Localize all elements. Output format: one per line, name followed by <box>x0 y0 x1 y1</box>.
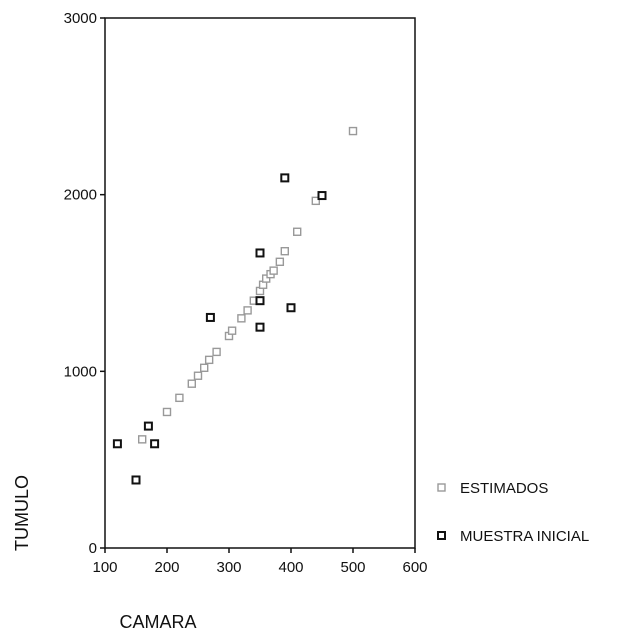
data-point <box>255 296 265 306</box>
y-tick-label: 3000 <box>64 10 97 27</box>
data-point <box>199 363 209 372</box>
x-tick-label: 500 <box>340 559 365 576</box>
data-point <box>131 475 141 485</box>
data-point <box>255 248 265 258</box>
data-point <box>311 196 320 206</box>
x-tick-label: 100 <box>92 559 117 576</box>
x-tick-label: 600 <box>402 559 427 576</box>
data-point <box>162 407 172 417</box>
plot-frame <box>104 17 416 549</box>
legend: ESTIMADOS MUESTRA INICIAL <box>437 480 589 545</box>
data-point <box>112 439 122 449</box>
data-point <box>205 312 215 322</box>
plot-area <box>104 17 416 549</box>
y-tick-label: 1000 <box>64 363 97 380</box>
x-tick-label: 200 <box>154 559 179 576</box>
data-point <box>237 314 246 323</box>
data-point <box>175 393 184 403</box>
data-point <box>193 371 203 380</box>
data-point <box>275 257 285 266</box>
x-axis-title: CAMARA <box>119 612 196 632</box>
data-point <box>269 266 278 275</box>
data-point <box>262 274 271 283</box>
data-point <box>227 326 237 335</box>
data-points <box>112 126 358 485</box>
data-point <box>150 439 160 449</box>
data-point <box>286 303 296 313</box>
legend-marker <box>437 531 446 540</box>
data-point <box>243 306 252 315</box>
legend-label: ESTIMADOS <box>460 480 548 497</box>
x-axis: 100 200 300 400 500 600 <box>92 548 428 576</box>
y-axis-title: TUMULO <box>12 475 32 551</box>
data-point <box>204 355 214 365</box>
y-axis: 0 1000 2000 3000 <box>64 10 105 557</box>
data-point <box>317 191 327 201</box>
data-point <box>280 173 290 183</box>
x-tick-label: 400 <box>278 559 303 576</box>
data-point <box>255 322 265 332</box>
legend-marker <box>437 483 446 492</box>
x-tick-label: 300 <box>216 559 241 576</box>
data-point <box>143 421 153 431</box>
data-point <box>293 227 302 236</box>
legend-label: MUESTRA INICIAL <box>460 528 589 545</box>
data-point <box>280 246 289 256</box>
data-point <box>212 347 221 357</box>
y-tick-label: 2000 <box>64 187 97 204</box>
data-point <box>187 379 197 388</box>
data-point <box>137 435 147 444</box>
data-point <box>348 126 358 136</box>
y-tick-label: 0 <box>89 540 97 557</box>
